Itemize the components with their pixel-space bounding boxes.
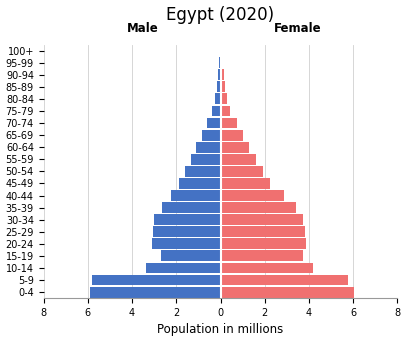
Bar: [220, 226, 304, 237]
Bar: [220, 178, 270, 189]
X-axis label: Population in millions: Population in millions: [157, 324, 283, 337]
Text: Female: Female: [273, 22, 321, 35]
Bar: [220, 238, 305, 249]
Bar: [220, 287, 354, 298]
Bar: [211, 106, 220, 116]
Bar: [220, 142, 249, 153]
Bar: [171, 190, 220, 201]
Bar: [220, 190, 283, 201]
Bar: [220, 250, 303, 261]
Text: Male: Male: [127, 22, 159, 35]
Bar: [206, 118, 220, 129]
Bar: [196, 142, 220, 153]
Bar: [178, 178, 220, 189]
Bar: [217, 69, 220, 80]
Bar: [151, 238, 220, 249]
Bar: [220, 69, 223, 80]
Bar: [90, 287, 220, 298]
Bar: [201, 130, 220, 141]
Bar: [219, 57, 220, 68]
Bar: [220, 81, 224, 92]
Bar: [220, 154, 255, 165]
Bar: [154, 214, 220, 225]
Bar: [220, 275, 347, 286]
Bar: [220, 202, 295, 213]
Bar: [215, 93, 220, 104]
Bar: [220, 93, 226, 104]
Bar: [220, 118, 237, 129]
Bar: [220, 106, 230, 116]
Bar: [153, 226, 220, 237]
Bar: [220, 166, 262, 177]
Bar: [160, 250, 220, 261]
Bar: [220, 130, 242, 141]
Bar: [220, 57, 222, 68]
Bar: [92, 275, 220, 286]
Bar: [220, 45, 221, 56]
Bar: [216, 81, 220, 92]
Title: Egypt (2020): Egypt (2020): [166, 5, 274, 24]
Bar: [185, 166, 220, 177]
Bar: [190, 154, 220, 165]
Bar: [220, 263, 313, 273]
Bar: [162, 202, 220, 213]
Bar: [220, 214, 303, 225]
Bar: [146, 263, 220, 273]
